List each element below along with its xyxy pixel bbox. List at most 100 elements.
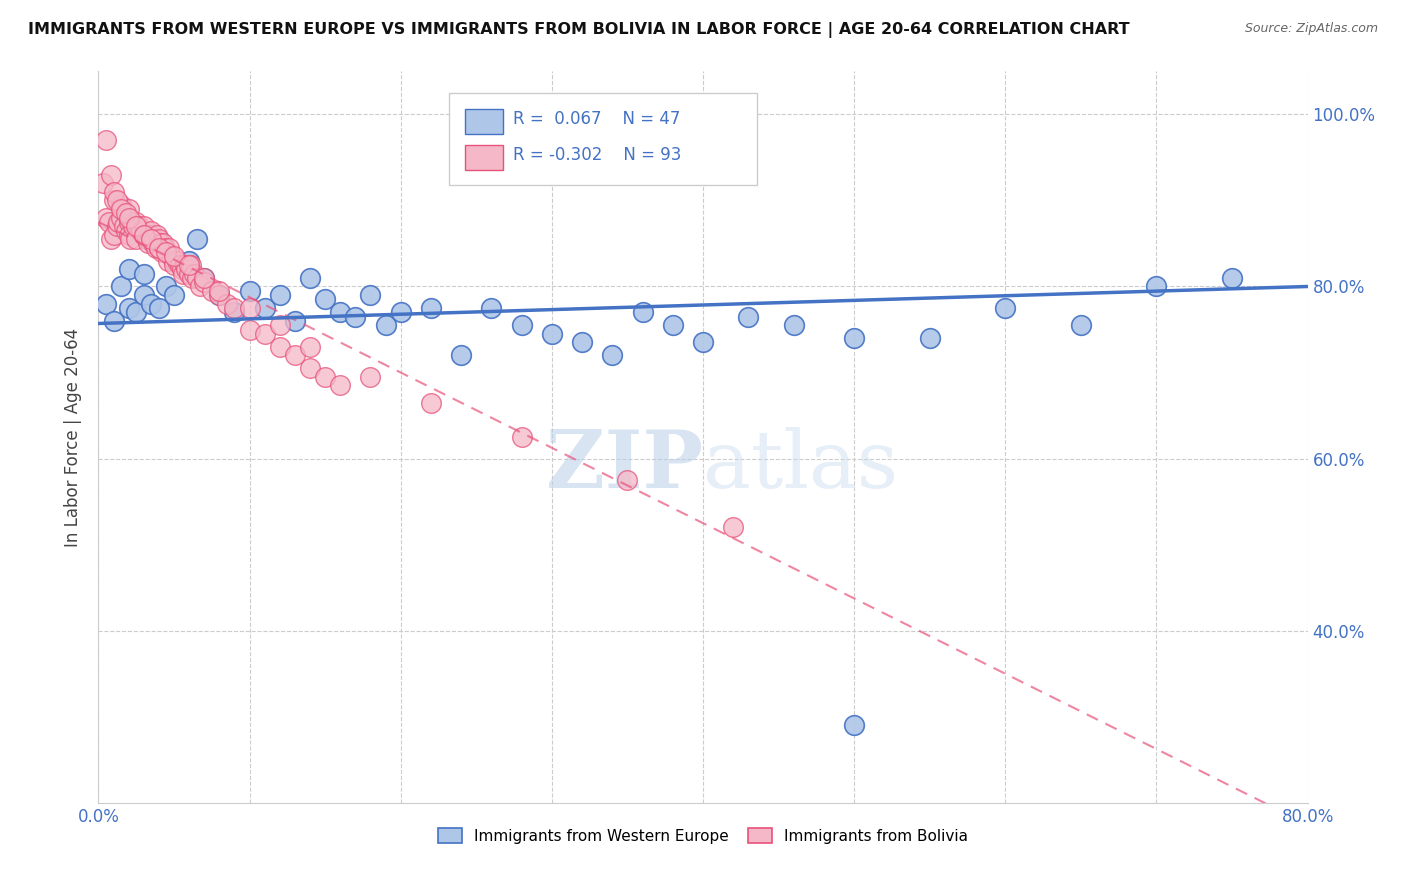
Point (481, 301, 503, 315)
Text: IMMIGRANTS FROM WESTERN EUROPE VS IMMIGRANTS FROM BOLIVIA IN LABOR FORCE | AGE 2: IMMIGRANTS FROM WESTERN EUROPE VS IMMIGR… (28, 22, 1130, 38)
Point (994, 301, 1017, 315)
Point (188, 279, 211, 293)
Point (173, 258, 195, 272)
Point (148, 241, 170, 255)
Point (208, 284, 231, 298)
Point (844, 718, 866, 732)
Point (120, 232, 142, 246)
Point (129, 223, 152, 237)
Point (224, 305, 246, 319)
Point (661, 318, 683, 333)
Point (163, 249, 186, 263)
Point (169, 258, 191, 272)
Point (299, 361, 322, 376)
Point (186, 232, 208, 246)
Point (420, 301, 443, 315)
Point (253, 326, 276, 341)
Point (1070, 318, 1092, 333)
Point (179, 253, 201, 268)
Point (112, 219, 135, 234)
Point (128, 219, 150, 234)
Point (125, 215, 148, 229)
Point (180, 258, 202, 272)
Point (631, 305, 654, 319)
Point (208, 288, 231, 302)
Point (103, 227, 125, 242)
Point (239, 284, 262, 298)
Point (148, 301, 170, 315)
Point (118, 211, 141, 225)
Point (360, 288, 382, 302)
Y-axis label: In Labor Force | Age 20-64: In Labor Force | Age 20-64 (65, 327, 83, 547)
Point (163, 258, 186, 272)
Point (155, 245, 177, 260)
Text: atlas: atlas (703, 427, 898, 506)
Point (148, 241, 170, 255)
Point (100, 232, 122, 246)
Point (253, 301, 276, 315)
Point (152, 236, 174, 251)
Point (389, 305, 412, 319)
Point (166, 253, 188, 268)
Point (146, 227, 169, 242)
Point (114, 223, 136, 237)
Point (114, 206, 136, 220)
Point (141, 223, 163, 237)
Point (132, 219, 155, 234)
Point (132, 227, 155, 242)
FancyBboxPatch shape (465, 109, 503, 134)
FancyBboxPatch shape (449, 94, 758, 185)
Point (183, 267, 205, 281)
Point (136, 236, 159, 251)
Point (94, 296, 117, 310)
Point (269, 288, 291, 302)
Point (118, 301, 141, 315)
Point (571, 335, 593, 350)
Text: R = -0.302    N = 93: R = -0.302 N = 93 (513, 146, 682, 164)
Point (132, 288, 155, 302)
Point (145, 241, 167, 255)
Point (299, 271, 322, 285)
Point (329, 305, 352, 319)
Point (107, 215, 129, 229)
Point (103, 194, 125, 208)
Point (737, 310, 759, 324)
Point (186, 271, 208, 285)
Point (269, 318, 291, 333)
Point (149, 236, 172, 251)
Point (616, 473, 638, 487)
Point (374, 318, 396, 333)
Point (692, 335, 714, 350)
Point (314, 369, 336, 384)
Point (329, 378, 352, 392)
Point (179, 258, 201, 272)
Point (163, 288, 186, 302)
Point (110, 279, 132, 293)
Point (155, 279, 177, 293)
Point (159, 241, 181, 255)
Point (103, 185, 125, 199)
Point (174, 262, 197, 277)
Point (844, 331, 866, 345)
Point (118, 202, 141, 216)
FancyBboxPatch shape (465, 145, 503, 170)
Point (284, 314, 307, 328)
Point (1144, 279, 1167, 293)
Text: ZIP: ZIP (546, 427, 703, 506)
Point (314, 293, 336, 307)
Point (269, 340, 291, 354)
Text: R =  0.067    N = 47: R = 0.067 N = 47 (513, 110, 681, 128)
Point (450, 348, 472, 362)
Point (118, 215, 141, 229)
Point (540, 326, 562, 341)
Point (118, 227, 141, 242)
Point (193, 271, 215, 285)
Point (181, 271, 204, 285)
Point (143, 232, 166, 246)
Point (141, 296, 163, 310)
Point (172, 267, 194, 281)
Point (135, 232, 157, 246)
Point (122, 219, 145, 234)
Point (110, 198, 132, 212)
Point (510, 430, 533, 444)
